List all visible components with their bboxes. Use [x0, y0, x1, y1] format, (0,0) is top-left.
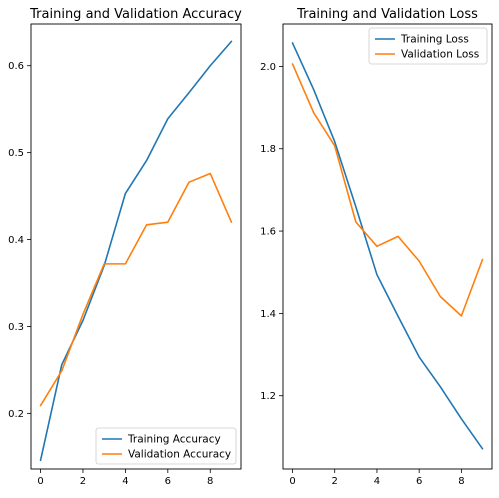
accuracy-legend-validation-label: Validation Accuracy: [128, 449, 231, 461]
loss-series-training-line: [293, 43, 483, 449]
accuracy-y-tick-label: 0.5: [8, 148, 24, 159]
loss-y-tick-label: 1.6: [260, 227, 276, 238]
loss-x-tick-label: 6: [416, 476, 422, 487]
loss-x-tick-label: 0: [289, 476, 295, 487]
accuracy-x-tick-label: 0: [37, 476, 43, 487]
loss-y-tick-label: 2.0: [260, 62, 276, 73]
loss-y-tick-label: 1.8: [260, 144, 276, 155]
accuracy-series-training-line: [41, 41, 232, 460]
accuracy-y-tick-label: 0.3: [8, 322, 24, 333]
loss-legend: Training Loss Validation Loss: [369, 28, 487, 64]
accuracy-legend: Training Accuracy Validation Accuracy: [96, 428, 236, 464]
loss-y-tick-label: 1.4: [260, 309, 276, 320]
accuracy-plot-frame: [31, 24, 241, 469]
loss-x-tick-label: 4: [374, 476, 380, 487]
loss-x-tick-label: 8: [458, 476, 464, 487]
accuracy-x-tick-label: 8: [207, 476, 213, 487]
loss-y-tick-label: 1.2: [260, 391, 276, 402]
accuracy-y-tick-label: 0.2: [8, 409, 24, 420]
accuracy-series-validation-line: [41, 173, 232, 405]
loss-legend-validation-label: Validation Loss: [401, 49, 479, 61]
loss-legend-training-label: Training Loss: [400, 34, 469, 46]
accuracy-y-tick-label: 0.4: [8, 235, 24, 246]
accuracy-legend-training-label: Training Accuracy: [127, 434, 221, 446]
loss-x-tick-label: 2: [332, 476, 338, 487]
accuracy-x-tick-label: 2: [80, 476, 86, 487]
loss-series-validation-line: [293, 64, 483, 316]
accuracy-chart: Training and Validation Accuracy 0 2 4 6 8 0.…: [8, 7, 242, 487]
accuracy-x-tick-label: 6: [165, 476, 171, 487]
accuracy-y-tick-label: 0.6: [8, 61, 24, 72]
accuracy-x-tick-label: 4: [122, 476, 128, 487]
loss-chart: Training and Validation Loss 0 2 4 6 8 1.2 1.4…: [260, 7, 492, 487]
loss-chart-title: Training and Validation Loss: [296, 7, 478, 22]
accuracy-chart-title: Training and Validation Accuracy: [29, 7, 242, 22]
